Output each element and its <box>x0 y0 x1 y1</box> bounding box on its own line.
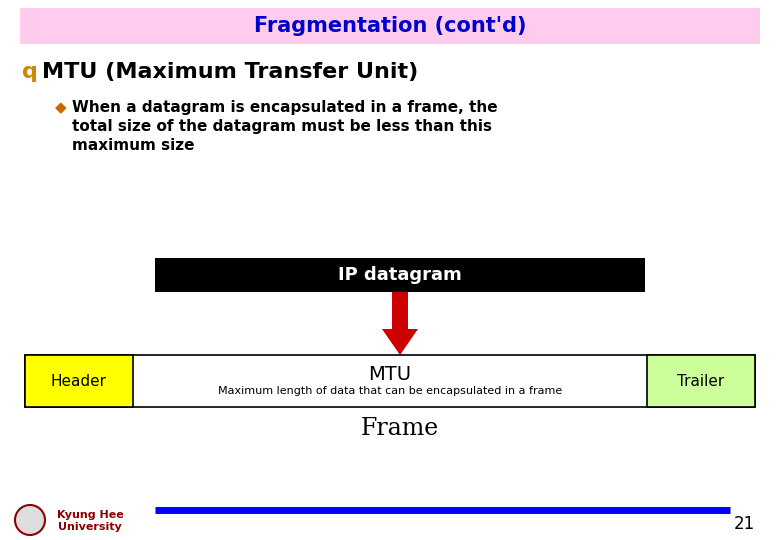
Text: When a datagram is encapsulated in a frame, the: When a datagram is encapsulated in a fra… <box>72 100 498 115</box>
Circle shape <box>15 505 45 535</box>
Text: MTU: MTU <box>368 364 412 383</box>
Text: Kyung Hee
University: Kyung Hee University <box>57 510 123 531</box>
Text: q: q <box>22 62 38 82</box>
Bar <box>155 258 645 292</box>
Text: Maximum length of data that can be encapsulated in a frame: Maximum length of data that can be encap… <box>218 386 562 396</box>
Bar <box>25 355 755 407</box>
Text: 21: 21 <box>734 515 755 533</box>
Bar <box>647 355 755 407</box>
Text: ◆: ◆ <box>55 100 67 115</box>
Text: total size of the datagram must be less than this: total size of the datagram must be less … <box>72 119 492 134</box>
Text: Header: Header <box>51 374 107 388</box>
Text: IP datagram: IP datagram <box>338 266 462 284</box>
Text: Frame: Frame <box>361 417 439 440</box>
Bar <box>20 8 760 44</box>
Polygon shape <box>382 329 418 355</box>
Bar <box>392 292 408 329</box>
Text: Fragmentation (cont'd): Fragmentation (cont'd) <box>254 16 526 36</box>
Text: Trailer: Trailer <box>677 374 725 388</box>
Text: maximum size: maximum size <box>72 138 194 153</box>
Bar <box>25 355 133 407</box>
Text: MTU (Maximum Transfer Unit): MTU (Maximum Transfer Unit) <box>42 62 418 82</box>
